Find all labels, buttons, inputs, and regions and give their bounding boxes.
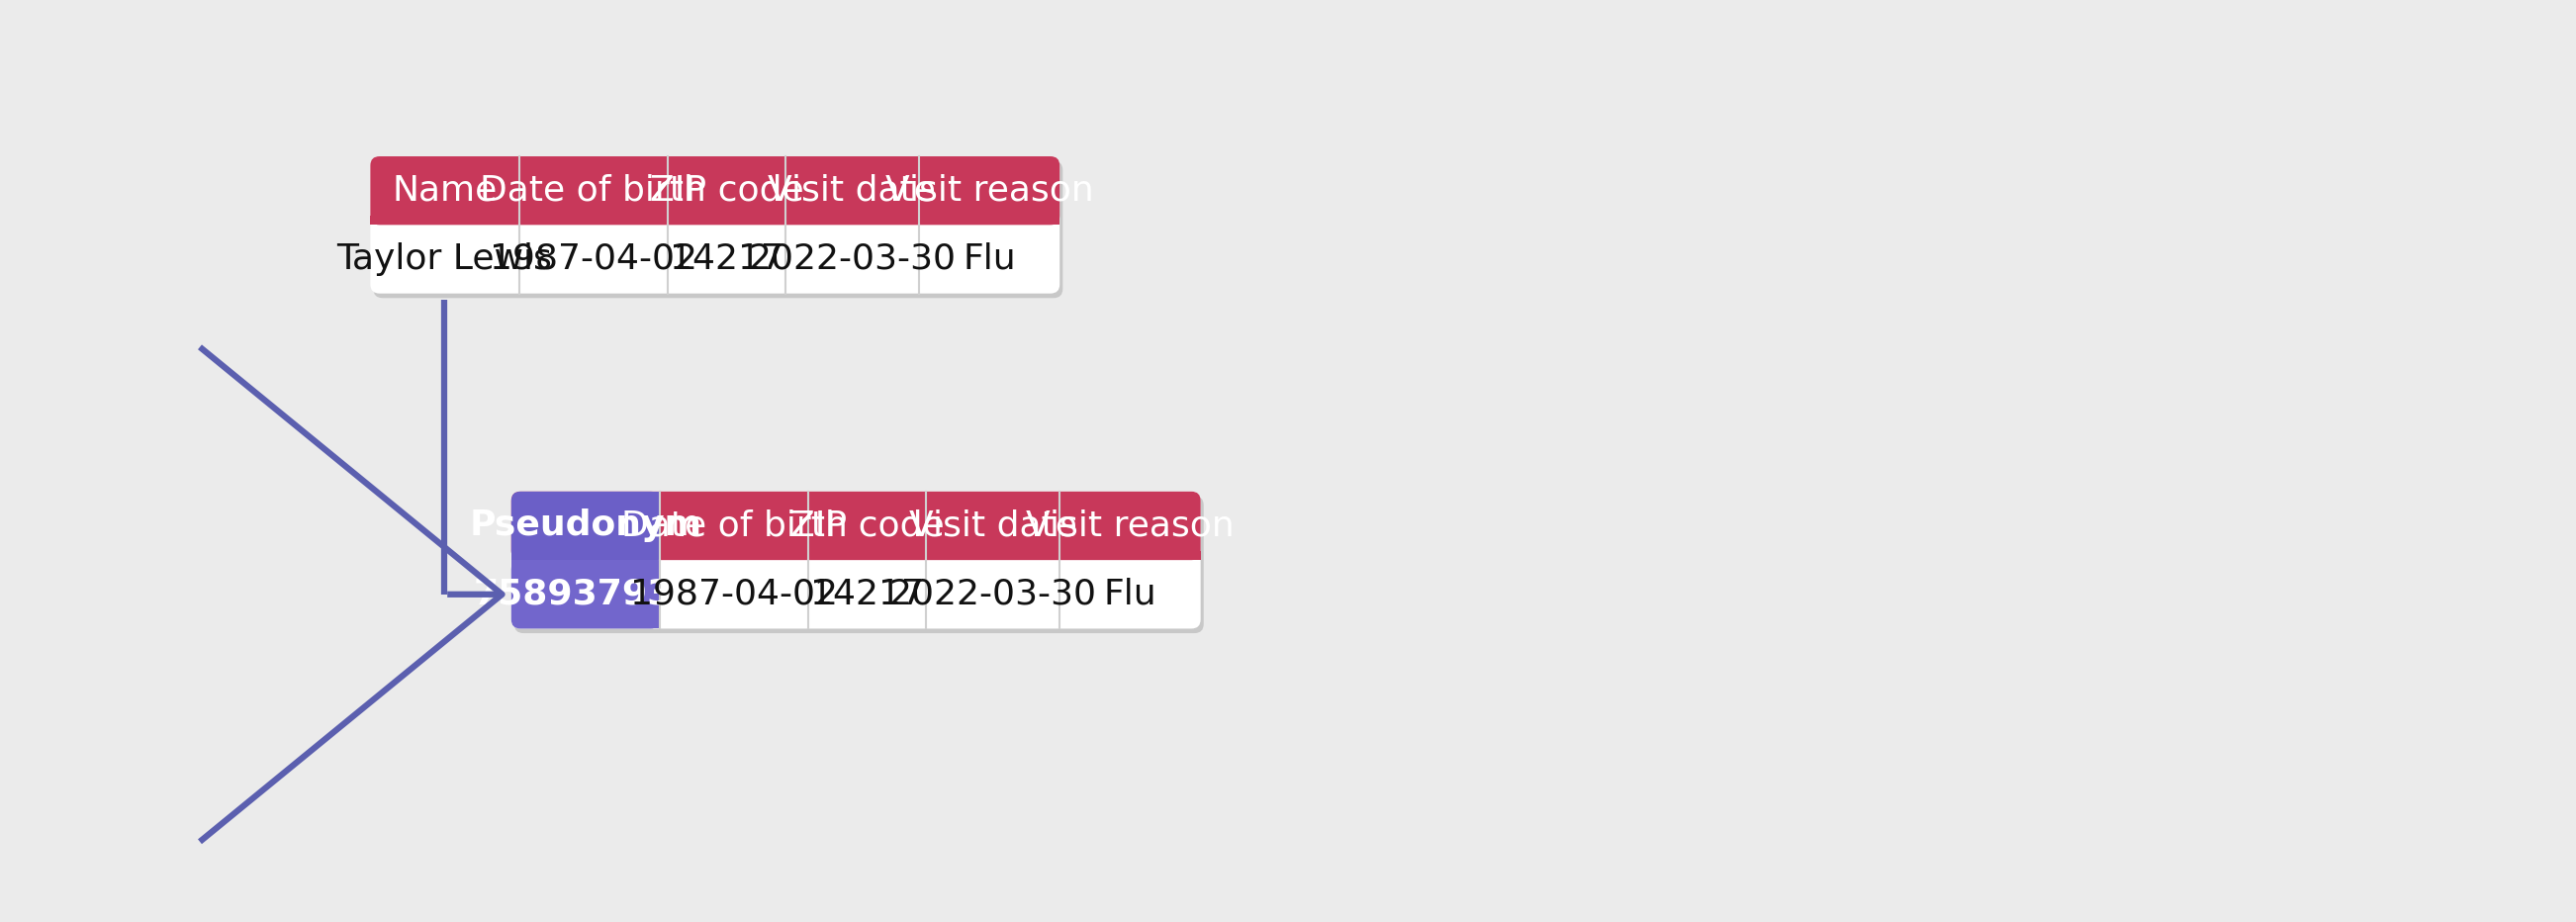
Text: Flu: Flu [963, 242, 1015, 276]
Bar [652, 491, 659, 560]
Text: 14217: 14217 [811, 577, 925, 611]
Text: 758937932: 758937932 [474, 577, 698, 611]
Text: 1987-04-02: 1987-04-02 [631, 577, 837, 611]
Text: ZIP code: ZIP code [649, 174, 804, 207]
Bar [510, 551, 659, 560]
Bar [371, 216, 1059, 225]
FancyBboxPatch shape [510, 491, 659, 560]
Text: Pseudonym: Pseudonym [469, 509, 701, 543]
Bar [510, 551, 1200, 560]
FancyBboxPatch shape [371, 157, 1059, 225]
Text: Visit date: Visit date [768, 174, 935, 207]
Text: Visit reason: Visit reason [886, 174, 1092, 207]
Text: ZIP code: ZIP code [791, 509, 945, 543]
Text: Date of birth: Date of birth [479, 174, 706, 207]
FancyBboxPatch shape [374, 161, 1064, 298]
FancyBboxPatch shape [371, 157, 1059, 293]
Text: Visit reason: Visit reason [1025, 509, 1234, 543]
Bar [510, 560, 659, 569]
FancyBboxPatch shape [510, 491, 1200, 629]
Bar [652, 560, 659, 629]
Text: 2022-03-30: 2022-03-30 [747, 242, 956, 276]
Text: Taylor Lewis: Taylor Lewis [337, 242, 551, 276]
Text: Date of birth: Date of birth [621, 509, 848, 543]
Text: 14217: 14217 [670, 242, 783, 276]
Text: Flu: Flu [1103, 577, 1157, 611]
Text: Visit date: Visit date [909, 509, 1077, 543]
Text: 2022-03-30: 2022-03-30 [889, 577, 1097, 611]
FancyBboxPatch shape [515, 496, 1203, 633]
FancyBboxPatch shape [510, 491, 1200, 560]
FancyBboxPatch shape [510, 560, 659, 629]
Text: Name: Name [392, 174, 497, 207]
Text: 1987-04-02: 1987-04-02 [489, 242, 698, 276]
